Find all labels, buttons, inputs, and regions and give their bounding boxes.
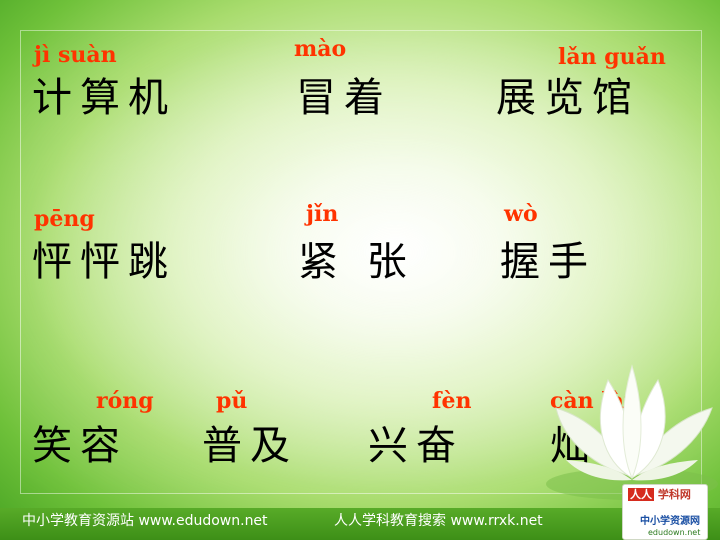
word-zhanlanguan: 展览馆 xyxy=(496,75,640,121)
word-xingfen: 兴奋 xyxy=(368,423,464,469)
pinyin-jin: jǐn xyxy=(306,201,339,227)
edudown-logo-title[interactable]: 中小学资源网 xyxy=(640,516,700,527)
pinyin-pu: pǔ xyxy=(216,388,248,414)
pinyin-rong: róng xyxy=(96,388,154,414)
logo-brand-top: 学科网 xyxy=(657,488,691,501)
word-puji: 普及 xyxy=(202,423,298,469)
word-woshou: 握手 xyxy=(500,239,596,285)
footer-right-text: 人人学科教育搜索 www.rrxk.net xyxy=(334,513,543,529)
lotus-flower-image xyxy=(546,364,718,500)
word-pengpengtiao: 怦怦跳 xyxy=(32,239,176,285)
pinyin-peng: pēng xyxy=(34,206,95,232)
word-xiaorong: 笑容 xyxy=(32,423,128,469)
footer-left-text: 中小学教育资源站 www.edudown.net xyxy=(22,513,268,529)
content-frame xyxy=(20,30,702,494)
word-maozhe: 冒着 xyxy=(296,75,392,121)
edudown-logo-url: edudown.net xyxy=(648,528,701,537)
pinyin-wo: wò xyxy=(504,201,538,227)
pinyin-jisuan: jì suàn xyxy=(34,42,117,68)
footer-bar xyxy=(0,508,720,540)
pinyin-mao: mào xyxy=(294,36,347,62)
word-jisuanji: 计算机 xyxy=(32,75,176,121)
xuekewang-logo[interactable]: 人人 学科网 xyxy=(628,488,691,501)
pinyin-languan: lǎn guǎn xyxy=(558,44,666,70)
logo-tag: 人人 xyxy=(628,488,654,501)
pinyin-fen: fèn xyxy=(432,388,472,414)
word-jinzhang: 紧 张 xyxy=(298,239,415,285)
